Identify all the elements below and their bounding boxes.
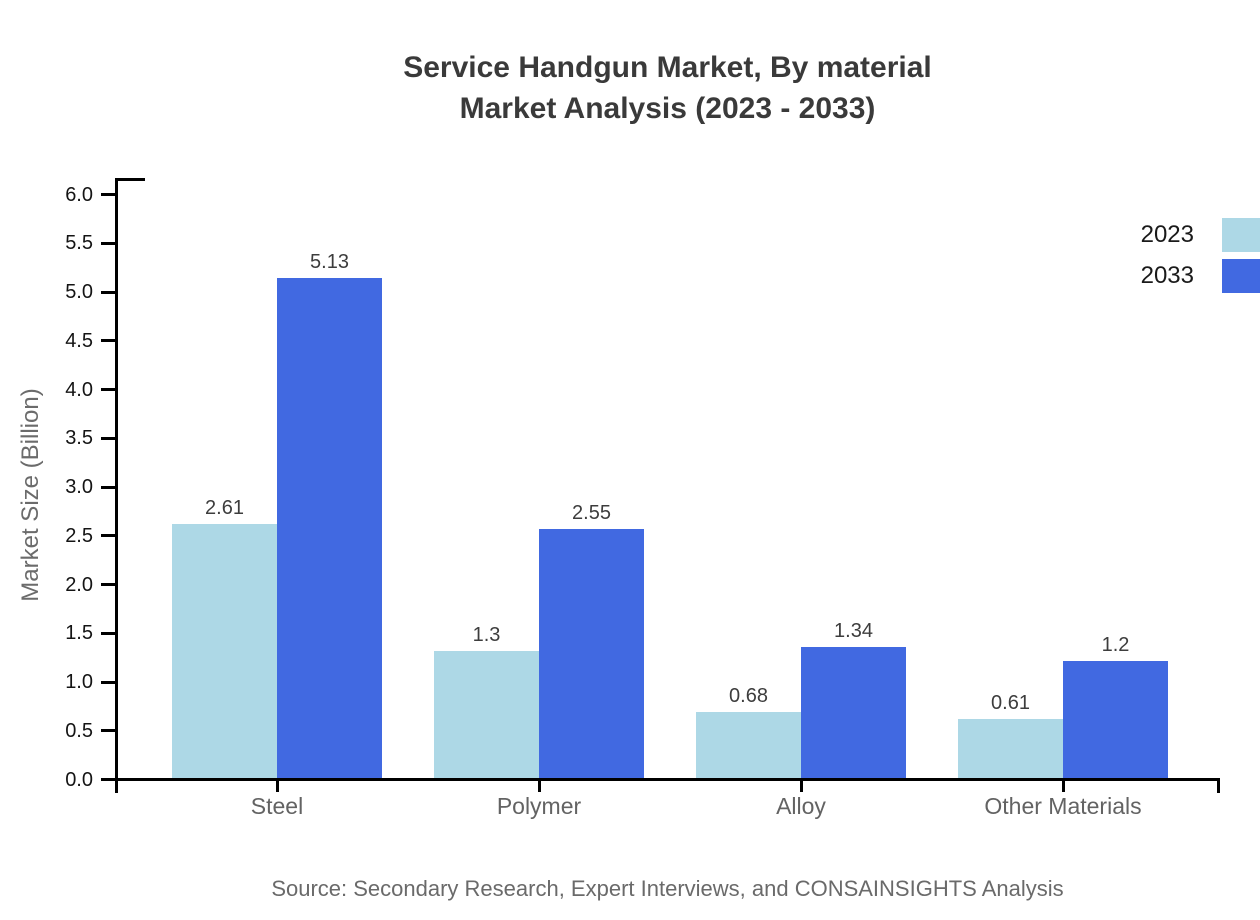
- y-tick: [101, 729, 115, 733]
- x-category-label-steel: Steel: [250, 793, 304, 819]
- y-tick-label: 4.5: [65, 329, 93, 352]
- y-tick-label: 3.0: [65, 476, 93, 498]
- bar-2033-alloy: [801, 647, 906, 778]
- legend-item-2023: 2023: [1141, 218, 1260, 252]
- y-tick: [101, 388, 115, 391]
- y-tick: [101, 241, 115, 245]
- bar-2023-polymer: [434, 651, 539, 778]
- y-tick-label: 5.5: [65, 232, 93, 255]
- chart-title-line1: Service Handgun Market, By material: [403, 51, 932, 84]
- bar-2033-steel: [277, 277, 382, 778]
- y-tick: [101, 290, 115, 294]
- bar-2033-polymer: [539, 529, 644, 778]
- bar-value-2023-alloy: 0.68: [729, 684, 768, 707]
- y-tick: [101, 193, 115, 196]
- bar-2023-alloy: [696, 711, 801, 778]
- x-tick-other-materials: [1061, 781, 1065, 792]
- bar-value-2033-alloy: 1.34: [834, 620, 873, 643]
- y-tick-label: 3.5: [65, 427, 93, 450]
- y-tick-label: 0.5: [65, 719, 93, 742]
- bar-2023-other-materials: [958, 718, 1063, 778]
- y-tick: [101, 485, 115, 489]
- y-tick-label: 2.0: [65, 573, 93, 596]
- x-tick-alloy: [799, 781, 803, 792]
- y-tick: [101, 339, 115, 343]
- y-tick-label: 0.0: [65, 768, 93, 791]
- bar-value-2033-steel: 5.13: [310, 250, 349, 273]
- bar-value-2023-other-materials: 0.61: [991, 691, 1030, 714]
- x-category-label-alloy: Alloy: [776, 793, 826, 819]
- legend-swatch-2033: [1222, 259, 1260, 293]
- legend-item-2033: 2033: [1141, 259, 1260, 293]
- y-axis-top-cap: [115, 178, 145, 181]
- x-tick-polymer: [537, 781, 541, 792]
- y-tick-label: 2.5: [65, 524, 93, 547]
- bar-value-2023-polymer: 1.3: [472, 624, 501, 647]
- plot-area: 0.0 0.5 1.0 1.5 2.0 2.5 3.0 3.5 4.0 4.5 5.0 5.5 6.0 S…: [65, 178, 1220, 819]
- y-axis: [115, 178, 118, 793]
- legend-label-2023: 2023: [1140, 221, 1194, 248]
- x-category-label-polymer: Polymer: [496, 793, 582, 819]
- y-tick-label: 1.5: [65, 622, 93, 645]
- y-tick: [101, 778, 115, 781]
- x-category-label-other-materials: Other Materials: [984, 793, 1142, 819]
- source-note: Source: Secondary Research, Expert Inter…: [271, 876, 1064, 901]
- chart-title-line2: Market Analysis (2023 - 2033): [459, 92, 876, 125]
- x-axis: [115, 778, 1220, 781]
- y-tick: [101, 436, 115, 440]
- bar-2023-steel: [172, 523, 277, 778]
- bar-value-2033-other-materials: 1.2: [1101, 634, 1130, 656]
- y-tick: [101, 534, 115, 538]
- bar-2033-other-materials: [1063, 661, 1168, 778]
- y-tick-label: 1.0: [65, 671, 93, 693]
- bar-value-2033-polymer: 2.55: [572, 502, 611, 525]
- legend-label-2033: 2033: [1140, 262, 1194, 289]
- legend-swatch-2023: [1222, 218, 1260, 252]
- y-tick: [101, 583, 115, 586]
- x-axis-end-cap: [1217, 778, 1220, 793]
- y-tick-label: 5.0: [65, 281, 93, 303]
- y-tick-label: 6.0: [65, 183, 93, 206]
- y-tick: [101, 680, 115, 684]
- chart-title: Service Handgun Market, By material Mark…: [115, 47, 1220, 129]
- x-tick-steel: [275, 781, 279, 792]
- bar-value-2023-steel: 2.61: [205, 496, 244, 519]
- y-tick-label: 4.0: [65, 378, 93, 401]
- legend: 2023 2033: [1141, 218, 1260, 300]
- y-tick: [101, 631, 115, 635]
